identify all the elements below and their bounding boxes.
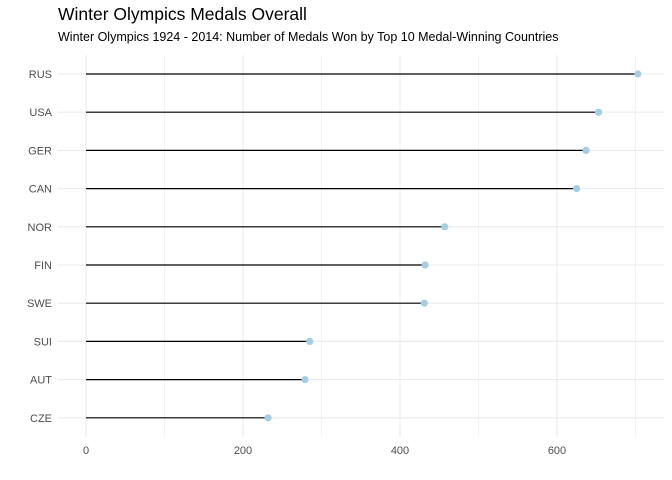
point-nor: [441, 223, 449, 231]
lollipop-points: [264, 70, 642, 422]
x-tick-label: 200: [234, 445, 252, 457]
y-axis-tick-labels: RUS USA GER CAN NOR FIN SWE SUI AUT CZE: [27, 69, 53, 425]
point-sui: [306, 337, 314, 345]
y-tick-label-ger: GER: [28, 145, 52, 157]
point-can: [573, 185, 581, 193]
x-axis-tick-labels: 0 200 400 600: [83, 445, 566, 457]
minor-gridlines: [164, 55, 636, 437]
chart-title: Winter Olympics Medals Overall: [58, 4, 307, 24]
chart-subtitle: Winter Olympics 1924 - 2014: Number of M…: [58, 30, 559, 44]
y-tick-label-sui: SUI: [34, 336, 52, 348]
y-tick-label-usa: USA: [29, 107, 52, 119]
y-tick-label-swe: SWE: [27, 298, 52, 310]
lollipop-stems: [86, 73, 638, 419]
x-tick-label: 600: [548, 445, 566, 457]
y-tick-label-aut: AUT: [30, 375, 52, 387]
x-tick-label: 400: [391, 445, 409, 457]
x-tick-label: 0: [83, 445, 89, 457]
point-ger: [582, 146, 590, 154]
point-rus: [634, 70, 642, 78]
point-cze: [264, 414, 272, 422]
y-tick-label-rus: RUS: [29, 69, 52, 81]
y-tick-label-can: CAN: [29, 184, 52, 196]
point-usa: [595, 108, 603, 116]
point-fin: [421, 261, 429, 269]
point-aut: [301, 376, 309, 384]
y-tick-label-nor: NOR: [28, 222, 53, 234]
point-swe: [420, 299, 428, 307]
y-tick-label-fin: FIN: [34, 260, 52, 272]
y-tick-label-cze: CZE: [30, 413, 52, 425]
